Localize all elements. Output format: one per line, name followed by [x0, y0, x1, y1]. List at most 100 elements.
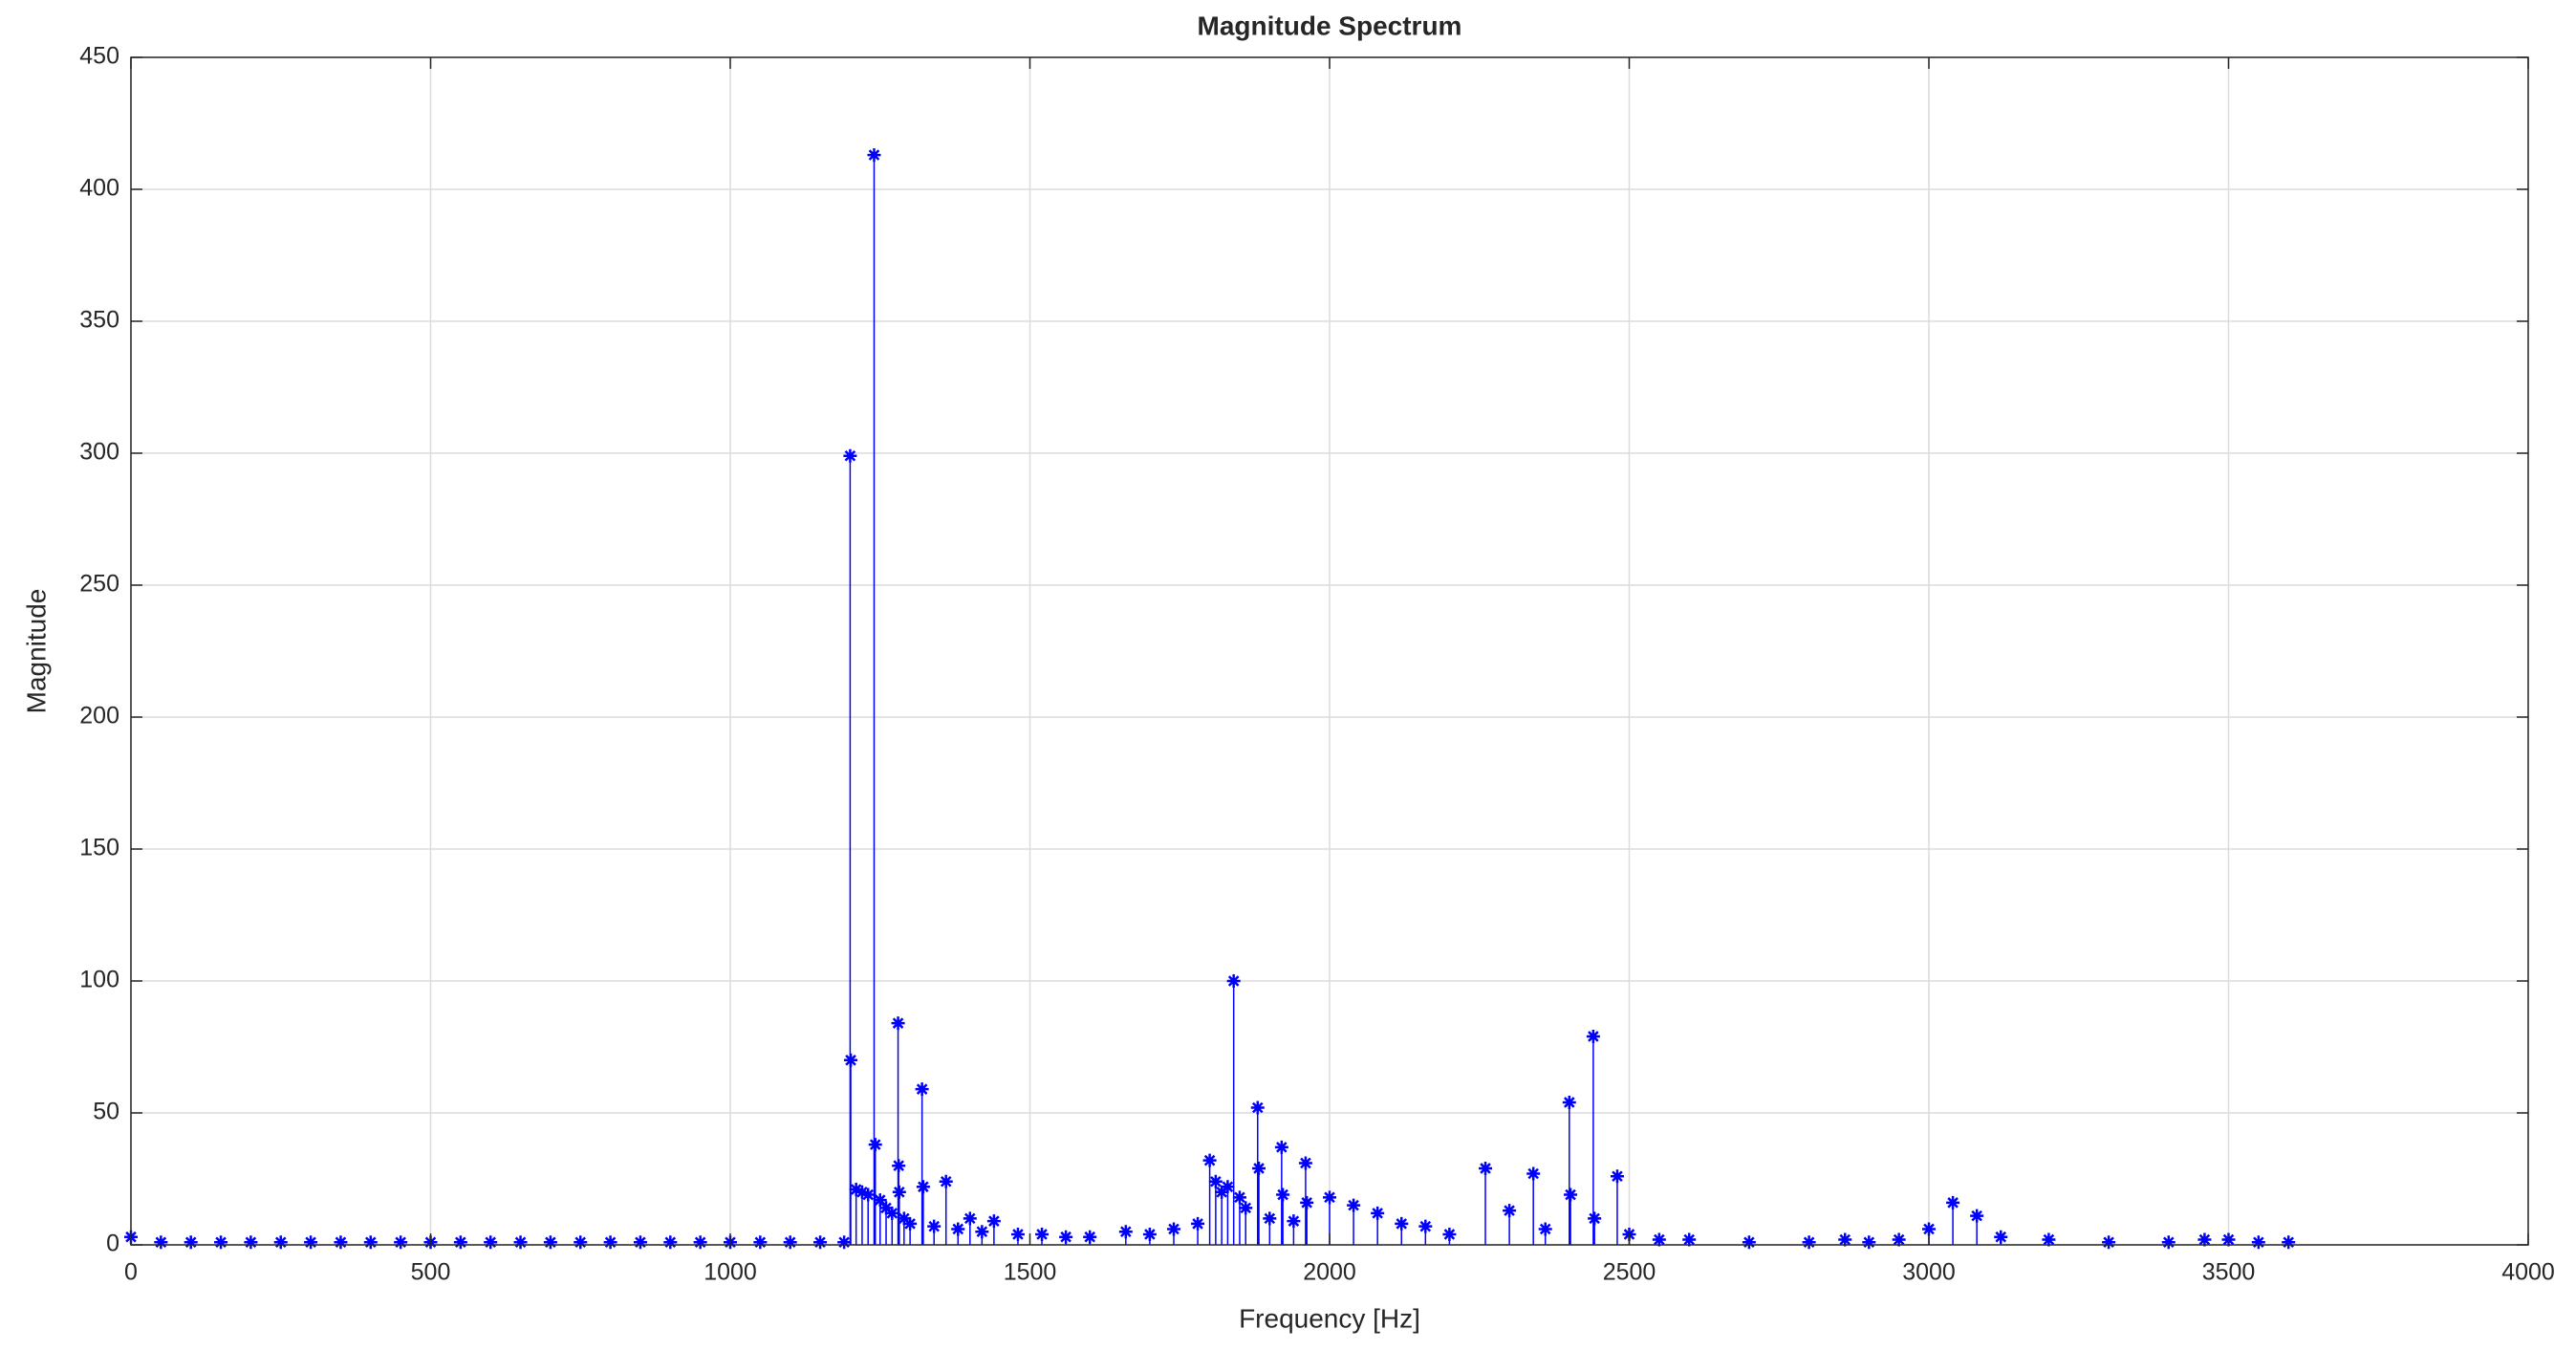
stem-marker — [1083, 1230, 1097, 1244]
stem-marker — [868, 1138, 882, 1152]
stem-marker — [885, 1206, 899, 1220]
x-axis-label: Frequency [Hz] — [1239, 1303, 1420, 1333]
y-tick-label: 100 — [79, 967, 119, 993]
stem-marker — [2042, 1232, 2056, 1247]
stem-marker — [1588, 1211, 1602, 1226]
stem-marker — [394, 1235, 408, 1250]
stem-marker — [1526, 1166, 1541, 1181]
stem-marker — [304, 1235, 318, 1250]
stem-marker — [2161, 1235, 2176, 1250]
stem-marker — [1503, 1204, 1517, 1218]
stem-marker — [244, 1235, 258, 1250]
stem-marker — [1232, 1190, 1246, 1205]
stem-marker — [1970, 1209, 1984, 1223]
stem-marker — [1215, 1185, 1229, 1199]
y-tick-label: 350 — [79, 307, 119, 334]
stem-marker — [843, 448, 857, 463]
stem-marker — [1682, 1232, 1697, 1247]
stem-marker — [915, 1082, 929, 1097]
stem-marker — [1035, 1227, 1050, 1241]
stem-marker — [1202, 1153, 1217, 1167]
stem-marker — [1479, 1161, 1493, 1175]
x-tick-label: 0 — [124, 1259, 138, 1286]
stem-marker — [1226, 974, 1241, 988]
stem-marker — [154, 1235, 168, 1250]
stem-marker — [1300, 1195, 1314, 1209]
y-tick-label: 50 — [93, 1099, 119, 1125]
stem-marker — [1010, 1227, 1025, 1241]
stem-marker — [1946, 1195, 1960, 1209]
x-tick-label: 500 — [411, 1259, 451, 1286]
stem-marker — [543, 1235, 557, 1250]
stem-marker — [837, 1235, 852, 1250]
stem-marker — [975, 1225, 989, 1239]
x-tick-label: 4000 — [2501, 1259, 2555, 1286]
stem-marker — [1610, 1169, 1624, 1184]
stem-marker — [1562, 1095, 1576, 1109]
stem-marker — [1239, 1201, 1253, 1215]
x-tick-label: 1000 — [704, 1259, 757, 1286]
stem-marker — [986, 1214, 1001, 1229]
stem-marker — [484, 1235, 498, 1250]
stem-marker — [892, 1159, 906, 1173]
stem-marker — [184, 1235, 198, 1250]
stem-marker — [879, 1201, 894, 1215]
stem-marker — [1862, 1235, 1876, 1250]
stem-marker — [813, 1235, 828, 1250]
stem-marker — [1892, 1232, 1906, 1247]
ticks: 0 50 100 150 200 250 300 350 400 450 0 500 1000 1500 2… — [79, 43, 2555, 1286]
stem-marker — [1287, 1214, 1301, 1229]
x-tick-label: 2500 — [1603, 1259, 1656, 1286]
stem-marker — [891, 1016, 905, 1031]
stem-marker — [603, 1235, 617, 1250]
stem-marker — [903, 1216, 918, 1231]
stem-marker — [1221, 1180, 1235, 1194]
stem-marker — [1166, 1222, 1180, 1236]
stem-marker — [855, 1185, 869, 1199]
x-tick-label: 3000 — [1902, 1259, 1956, 1286]
stem-marker — [1263, 1211, 1277, 1226]
stem-marker — [334, 1235, 348, 1250]
stem-marker — [513, 1235, 528, 1250]
stem-marker — [1922, 1222, 1936, 1236]
y-tick-label: 250 — [79, 571, 119, 598]
x-tick-label: 3500 — [2202, 1259, 2256, 1286]
stem-marker — [1418, 1219, 1433, 1233]
stem-marker — [214, 1235, 228, 1250]
y-tick-label: 450 — [79, 43, 119, 70]
stem-marker — [927, 1219, 942, 1233]
stem-marker — [1347, 1198, 1361, 1212]
stem-marker — [1274, 1140, 1288, 1154]
stem-marker — [783, 1235, 797, 1250]
stem-marker — [1191, 1216, 1205, 1231]
stem-marker — [867, 148, 881, 163]
y-tick-label: 0 — [106, 1231, 119, 1257]
stem-marker — [1142, 1227, 1157, 1241]
x-tick-label: 2000 — [1303, 1259, 1356, 1286]
stem-marker — [2282, 1235, 2296, 1250]
stem-marker — [1323, 1190, 1336, 1205]
plot-area — [124, 148, 2296, 1250]
y-tick-label: 400 — [79, 175, 119, 202]
stem-marker — [1276, 1188, 1290, 1202]
stem-marker — [1395, 1216, 1409, 1231]
stem-marker — [1371, 1206, 1385, 1220]
stem-marker — [1442, 1227, 1457, 1241]
stem-marker — [861, 1188, 876, 1202]
stem-marker — [1250, 1100, 1265, 1115]
stem-marker — [363, 1235, 378, 1250]
stem-marker — [892, 1185, 906, 1199]
stem-marker — [1652, 1232, 1666, 1247]
stem-marker — [1538, 1222, 1552, 1236]
y-axis-label: Magnitude — [21, 589, 51, 714]
stem-marker — [844, 1053, 858, 1067]
stem-marker — [1059, 1230, 1073, 1244]
stem-marker — [633, 1235, 647, 1250]
stem-marker — [574, 1235, 588, 1250]
stem-marker — [1252, 1161, 1266, 1175]
stem-marker — [916, 1180, 930, 1194]
stem-marker — [1208, 1174, 1223, 1188]
stem-marker — [1802, 1235, 1816, 1250]
